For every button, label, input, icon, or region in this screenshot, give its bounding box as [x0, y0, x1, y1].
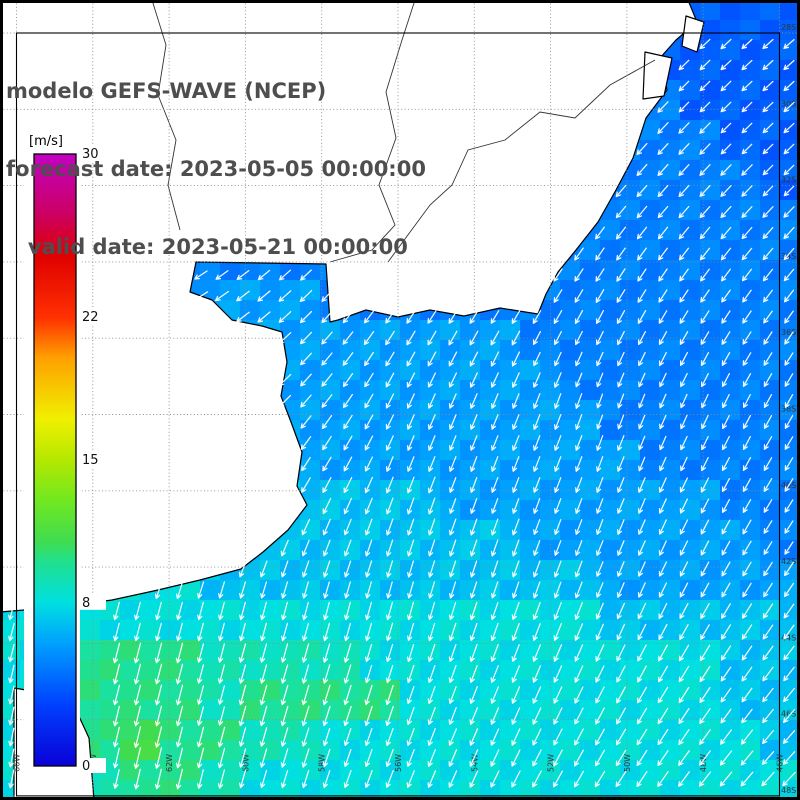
border-line [151, 0, 181, 231]
colorbar-tick-label: 22 [82, 310, 99, 325]
land-polygon [0, 0, 698, 613]
lon-tick-label: 52W [547, 754, 556, 772]
title-forecast-date: forecast date: 2023-05-05 00:00:00 [6, 157, 426, 181]
plot-frame [15, 32, 781, 797]
colorbar: [m/s] 30 22 15 8 0 [24, 126, 106, 776]
lat-tick-label: 46S [781, 710, 796, 719]
lon-tick-label: 58W [318, 754, 327, 772]
colorbar-tick-label: 0 [82, 759, 90, 774]
lat-tick-label: 44S [781, 633, 796, 642]
land-polygon [642, 51, 673, 100]
lon-tick-label: 66W [13, 754, 22, 772]
lat-tick-label: 32S [781, 176, 796, 185]
lat-tick-label: 42S [781, 557, 796, 566]
lon-tick-label: 46W [776, 754, 785, 772]
lat-tick-label: 30S [781, 99, 796, 108]
border-line [329, 0, 416, 263]
lon-tick-label: 62W [165, 754, 174, 772]
lat-tick-label: 36S [781, 328, 796, 337]
border-line [387, 59, 656, 263]
title-valid-date: valid date: 2023-05-21 00:00:00 [6, 235, 408, 259]
colorbar-tick-label: 30 [82, 147, 99, 162]
land-polygon [681, 15, 705, 53]
lon-tick-label: 50W [623, 754, 632, 772]
lat-tick-label: 28S [781, 23, 796, 32]
lon-tick-label: 54W [470, 754, 479, 772]
lon-tick-label: 56W [394, 754, 403, 772]
colorbar-units-label: [m/s] [29, 134, 63, 149]
lat-tick-label: 38S [781, 405, 796, 414]
header: modelo GEFS-WAVE (NCEP) forecast date: 2… [6, 26, 426, 312]
colorbar-tick-label: 8 [82, 596, 90, 611]
colorbar-tick-label: 15 [82, 453, 99, 468]
wind-arrows [8, 38, 796, 790]
colorbar-gradient [33, 153, 77, 767]
lat-tick-label: 48S [781, 786, 796, 795]
title-model: modelo GEFS-WAVE (NCEP) [6, 79, 327, 103]
lat-tick-label: 34S [781, 252, 796, 261]
lon-tick-label: 60W [241, 754, 250, 772]
